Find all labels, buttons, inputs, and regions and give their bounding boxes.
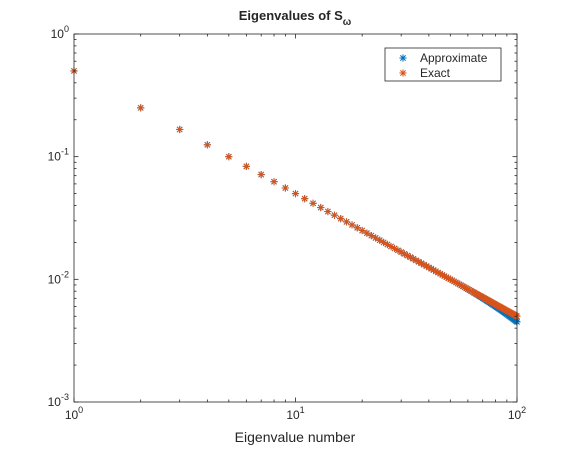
y-tick-base: 10 [48, 272, 62, 286]
exact-point [330, 211, 339, 219]
x-tick-label: 102 [508, 405, 526, 422]
x-tick-base: 10 [286, 408, 300, 422]
exact-point [291, 189, 300, 198]
y-tick-base: 10 [48, 395, 62, 409]
y-tick-label: 10-2 [48, 269, 69, 286]
y-tick-exp: 0 [64, 24, 69, 34]
x-tick-exp: 0 [78, 405, 83, 415]
series-layer [70, 67, 521, 326]
x-tick-label: 101 [286, 405, 304, 422]
y-tick-label: 10-3 [48, 392, 69, 409]
exact-point [337, 215, 345, 223]
exact-point [342, 218, 351, 226]
series-exact [70, 67, 521, 320]
exact-point [353, 224, 361, 232]
y-tick-exp: -1 [61, 147, 69, 157]
exact-point [203, 141, 211, 149]
x-tick-label: 100 [65, 405, 83, 422]
x-tick-base: 10 [508, 408, 522, 422]
legend-marker-exact [399, 69, 407, 77]
exact-point [281, 184, 289, 192]
legend: Approximate Exact [384, 47, 502, 82]
y-tick-base: 10 [51, 27, 65, 41]
exact-point [257, 170, 265, 179]
chart-title-text: Eigenvalues of S [239, 8, 343, 23]
exact-point [348, 221, 356, 229]
legend-label-exact: Exact [420, 66, 451, 80]
exact-point [309, 199, 317, 207]
exact-point [242, 162, 250, 170]
chart-title-subscript: ω [343, 17, 352, 28]
y-tick-exp: -3 [61, 392, 69, 402]
y-tick-label: 100 [51, 24, 69, 41]
legend-entry-exact [399, 69, 407, 77]
exact-point [176, 125, 184, 134]
x-axis-label: Eigenvalue number [235, 429, 356, 445]
legend-marker-approximate [399, 54, 407, 62]
x-tick-base: 10 [65, 408, 79, 422]
legend-label-approximate: Approximate [420, 51, 488, 65]
exact-point [317, 203, 325, 212]
y-tick-base: 10 [48, 150, 62, 164]
exact-point [270, 178, 278, 186]
chart-title: Eigenvalues of Sω [239, 8, 352, 28]
y-tick-label: 10-1 [48, 147, 69, 164]
x-tick-exp: 1 [300, 405, 305, 415]
plot-area [74, 34, 517, 402]
x-tick-exp: 2 [521, 405, 526, 415]
exact-point [137, 104, 145, 112]
exact-point [225, 153, 233, 161]
exact-point [301, 195, 309, 203]
legend-box [384, 47, 502, 82]
legend-entry-approximate [399, 54, 407, 62]
y-tick-exp: -2 [61, 269, 69, 279]
exact-point [324, 207, 332, 216]
